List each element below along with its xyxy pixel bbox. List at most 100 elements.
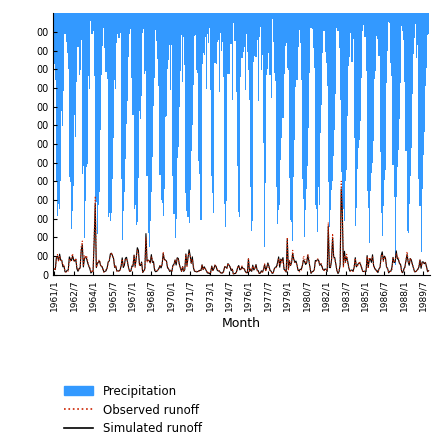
- Bar: [65, 13, 66, 34]
- Bar: [374, 13, 375, 79]
- Bar: [130, 13, 132, 28]
- Bar: [401, 13, 402, 26]
- Bar: [252, 13, 253, 221]
- Bar: [334, 13, 335, 130]
- Bar: [180, 13, 181, 71]
- Bar: [396, 13, 397, 197]
- Bar: [133, 13, 135, 210]
- Bar: [103, 13, 105, 28]
- Bar: [160, 13, 162, 200]
- Bar: [140, 13, 141, 119]
- Bar: [306, 13, 307, 189]
- Bar: [390, 13, 392, 62]
- Bar: [225, 13, 226, 227]
- Bar: [105, 13, 107, 72]
- Bar: [197, 13, 198, 73]
- Bar: [57, 13, 58, 216]
- Bar: [157, 13, 158, 59]
- Bar: [427, 13, 428, 35]
- Bar: [338, 13, 340, 48]
- Bar: [345, 13, 346, 181]
- Bar: [272, 13, 273, 19]
- Bar: [114, 13, 115, 80]
- Bar: [290, 13, 291, 220]
- Bar: [224, 13, 225, 204]
- Bar: [127, 13, 128, 101]
- Bar: [102, 13, 103, 46]
- Bar: [425, 13, 426, 85]
- Bar: [389, 13, 390, 23]
- Bar: [393, 13, 395, 197]
- Bar: [262, 13, 263, 55]
- Bar: [91, 13, 93, 34]
- Bar: [70, 13, 71, 182]
- Bar: [83, 13, 84, 166]
- Bar: [143, 13, 144, 29]
- Bar: [303, 13, 304, 199]
- Bar: [293, 13, 294, 177]
- Bar: [117, 13, 118, 35]
- Bar: [380, 13, 381, 152]
- Bar: [76, 13, 78, 82]
- Bar: [333, 13, 334, 155]
- Bar: [316, 13, 317, 209]
- Bar: [373, 13, 374, 141]
- Bar: [412, 13, 413, 94]
- Bar: [234, 13, 235, 41]
- Bar: [309, 13, 311, 73]
- Bar: [265, 13, 266, 183]
- Bar: [116, 13, 117, 43]
- Bar: [56, 13, 57, 182]
- Bar: [99, 13, 100, 192]
- Bar: [355, 13, 356, 225]
- Bar: [71, 13, 72, 229]
- Bar: [200, 13, 202, 220]
- Bar: [141, 13, 142, 96]
- Bar: [101, 13, 102, 75]
- Bar: [222, 13, 223, 42]
- Bar: [85, 13, 86, 201]
- Bar: [90, 13, 91, 21]
- Bar: [315, 13, 316, 205]
- Bar: [424, 13, 425, 132]
- Bar: [61, 13, 62, 111]
- Bar: [171, 13, 172, 45]
- Bar: [276, 13, 277, 187]
- Bar: [415, 13, 416, 24]
- Bar: [356, 13, 357, 208]
- Bar: [258, 13, 259, 101]
- Bar: [402, 13, 403, 31]
- Bar: [280, 13, 281, 160]
- Bar: [184, 13, 185, 65]
- Bar: [132, 13, 133, 115]
- Bar: [192, 13, 193, 124]
- Bar: [185, 13, 187, 193]
- Bar: [129, 13, 130, 34]
- Bar: [247, 13, 248, 52]
- Bar: [305, 13, 306, 210]
- Bar: [260, 13, 261, 27]
- Bar: [159, 13, 160, 175]
- Bar: [191, 13, 192, 151]
- Bar: [209, 13, 210, 28]
- Bar: [405, 13, 407, 151]
- Bar: [198, 13, 199, 161]
- Bar: [205, 13, 206, 37]
- Bar: [388, 13, 389, 22]
- Bar: [196, 13, 197, 70]
- Bar: [183, 13, 184, 37]
- Bar: [175, 13, 177, 219]
- Bar: [266, 13, 267, 75]
- Bar: [264, 13, 265, 247]
- Bar: [182, 13, 183, 82]
- Bar: [69, 13, 70, 177]
- Bar: [220, 13, 221, 34]
- Bar: [242, 13, 244, 52]
- Bar: [328, 13, 329, 183]
- Bar: [214, 13, 216, 63]
- Bar: [325, 13, 326, 52]
- Bar: [420, 13, 422, 252]
- Bar: [284, 13, 286, 47]
- Bar: [63, 13, 65, 90]
- Bar: [210, 13, 211, 90]
